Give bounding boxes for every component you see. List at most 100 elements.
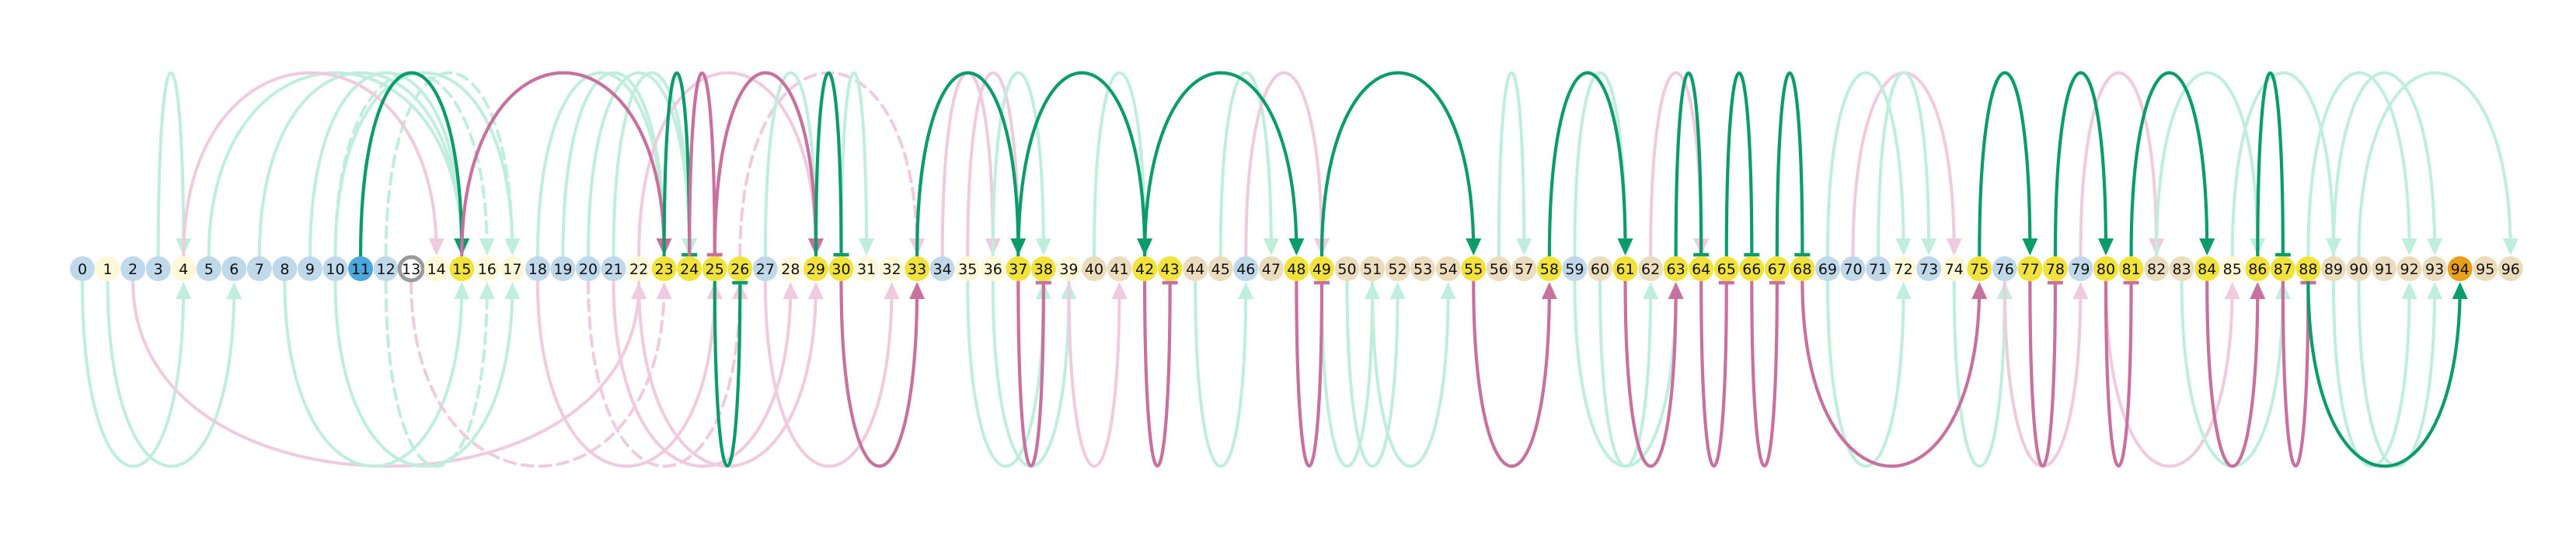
node-11[interactable]: 11: [348, 256, 374, 281]
node-76[interactable]: 76: [1992, 256, 2017, 281]
node-79[interactable]: 79: [2068, 256, 2093, 281]
node-44[interactable]: 44: [1183, 256, 1208, 281]
node-94[interactable]: 94: [2447, 256, 2473, 281]
node-96[interactable]: 96: [2498, 256, 2523, 281]
node-21[interactable]: 21: [601, 256, 626, 281]
node-67[interactable]: 67: [1764, 256, 1790, 281]
node-41[interactable]: 41: [1107, 256, 1132, 281]
node-85[interactable]: 85: [2219, 256, 2245, 281]
node-27[interactable]: 27: [752, 256, 778, 281]
node-61[interactable]: 61: [1612, 256, 1638, 281]
node-95[interactable]: 95: [2473, 256, 2498, 281]
node-53[interactable]: 53: [1410, 256, 1436, 281]
node-70[interactable]: 70: [1840, 256, 1866, 281]
node-40[interactable]: 40: [1082, 256, 1107, 281]
node-51[interactable]: 51: [1360, 256, 1386, 281]
node-2[interactable]: 2: [120, 256, 146, 281]
node-13[interactable]: 13: [397, 255, 425, 283]
node-15[interactable]: 15: [449, 256, 475, 281]
node-82[interactable]: 82: [2144, 256, 2170, 281]
node-49[interactable]: 49: [1309, 256, 1334, 281]
node-35[interactable]: 35: [955, 256, 981, 281]
node-18[interactable]: 18: [525, 256, 550, 281]
node-45[interactable]: 45: [1208, 256, 1233, 281]
node-87[interactable]: 87: [2270, 256, 2295, 281]
node-1[interactable]: 1: [95, 256, 120, 281]
node-93[interactable]: 93: [2422, 256, 2448, 281]
node-66[interactable]: 66: [1739, 256, 1765, 281]
node-73[interactable]: 73: [1916, 256, 1942, 281]
node-25[interactable]: 25: [702, 256, 727, 281]
node-24[interactable]: 24: [677, 256, 702, 281]
node-92[interactable]: 92: [2396, 256, 2422, 281]
node-20[interactable]: 20: [576, 256, 601, 281]
node-16[interactable]: 16: [474, 256, 500, 281]
node-69[interactable]: 69: [1814, 256, 1840, 281]
node-31[interactable]: 31: [854, 256, 880, 281]
node-28[interactable]: 28: [778, 256, 803, 281]
node-33[interactable]: 33: [905, 256, 930, 281]
node-29[interactable]: 29: [803, 256, 828, 281]
edge-56-to-57: [1497, 71, 1532, 257]
node-77[interactable]: 77: [2017, 256, 2043, 281]
node-43[interactable]: 43: [1157, 256, 1183, 281]
node-57[interactable]: 57: [1511, 256, 1537, 281]
node-60[interactable]: 60: [1588, 256, 1612, 281]
node-62[interactable]: 62: [1638, 256, 1664, 281]
node-30[interactable]: 30: [828, 256, 854, 281]
node-64[interactable]: 64: [1689, 256, 1714, 281]
node-7[interactable]: 7: [246, 256, 272, 281]
node-5[interactable]: 5: [196, 256, 221, 281]
node-91[interactable]: 91: [2372, 256, 2397, 281]
node-3[interactable]: 3: [145, 256, 171, 281]
node-9[interactable]: 9: [297, 256, 322, 281]
node-38[interactable]: 38: [1030, 256, 1056, 281]
node-80[interactable]: 80: [2093, 256, 2118, 281]
node-75[interactable]: 75: [1967, 256, 1992, 281]
node-39[interactable]: 39: [1056, 256, 1082, 281]
node-46[interactable]: 46: [1233, 256, 1259, 281]
node-8[interactable]: 8: [272, 256, 298, 281]
node-14[interactable]: 14: [424, 256, 449, 281]
node-6[interactable]: 6: [221, 256, 247, 281]
node-86[interactable]: 86: [2245, 256, 2271, 281]
node-circle: [1435, 256, 1461, 281]
node-68[interactable]: 68: [1790, 256, 1815, 281]
node-54[interactable]: 54: [1435, 256, 1461, 281]
node-10[interactable]: 10: [322, 256, 348, 281]
node-72[interactable]: 72: [1891, 256, 1916, 281]
node-78[interactable]: 78: [2042, 256, 2068, 281]
node-48[interactable]: 48: [1284, 256, 1309, 281]
node-34[interactable]: 34: [929, 256, 955, 281]
node-81[interactable]: 81: [2118, 256, 2144, 281]
node-4[interactable]: 4: [171, 256, 197, 281]
node-37[interactable]: 37: [1006, 256, 1031, 281]
node-circle: [2068, 256, 2093, 281]
node-56[interactable]: 56: [1486, 256, 1511, 281]
node-55[interactable]: 55: [1461, 256, 1487, 281]
node-50[interactable]: 50: [1334, 256, 1360, 281]
node-17[interactable]: 17: [500, 256, 525, 281]
node-52[interactable]: 52: [1385, 256, 1410, 281]
node-84[interactable]: 84: [2194, 256, 2220, 281]
node-71[interactable]: 71: [1866, 256, 1891, 281]
node-59[interactable]: 59: [1562, 256, 1588, 281]
node-88[interactable]: 88: [2295, 256, 2321, 281]
node-32[interactable]: 32: [879, 256, 905, 281]
node-12[interactable]: 12: [373, 256, 399, 281]
node-47[interactable]: 47: [1258, 256, 1284, 281]
node-23[interactable]: 23: [651, 256, 677, 281]
node-42[interactable]: 42: [1132, 256, 1158, 281]
node-90[interactable]: 90: [2346, 256, 2372, 281]
node-74[interactable]: 74: [1941, 256, 1967, 281]
node-0[interactable]: 0: [70, 256, 95, 281]
node-26[interactable]: 26: [727, 256, 753, 281]
node-63[interactable]: 63: [1663, 256, 1689, 281]
node-58[interactable]: 58: [1536, 256, 1562, 281]
node-22[interactable]: 22: [626, 256, 652, 281]
node-36[interactable]: 36: [980, 256, 1006, 281]
node-83[interactable]: 83: [2169, 256, 2194, 281]
node-89[interactable]: 89: [2320, 256, 2346, 281]
node-65[interactable]: 65: [1713, 256, 1739, 281]
node-19[interactable]: 19: [550, 256, 576, 281]
